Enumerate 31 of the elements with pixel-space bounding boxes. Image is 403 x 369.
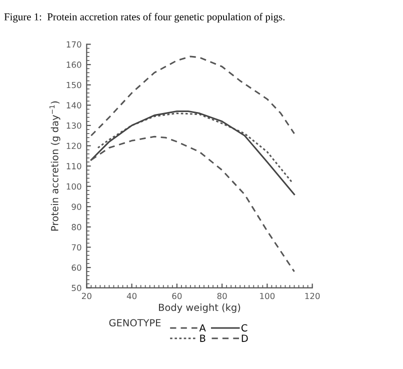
legend-label: B (200, 334, 206, 342)
y-tick-label: 70 (72, 244, 82, 251)
x-tick-label: 40 (126, 292, 137, 300)
y-tick-label: 120 (66, 142, 82, 150)
y-tick-label: 90 (72, 204, 82, 210)
line-series (90, 56, 296, 136)
y-tick-label: 160 (66, 62, 82, 68)
y-tick-label: 50 (72, 284, 82, 292)
legend-title: GENOTYPE (109, 319, 161, 326)
y-tick-label: 150 (66, 82, 82, 88)
chart-title: Figure 1: Protein accretion rates of four genetic population of pigs. (4, 12, 285, 22)
y-axis-title: Protein accretion (g day$^{−1}$) (50, 101, 60, 231)
y-tick-label: 130 (66, 122, 82, 129)
line-series (90, 110, 296, 196)
legend-label: C (241, 324, 248, 332)
legend-label: D (242, 334, 248, 342)
x-tick-label: 60 (172, 292, 182, 300)
x-tick-label: 80 (217, 292, 227, 300)
x-tick-label: 100 (260, 292, 275, 300)
y-tick-label: 60 (72, 264, 82, 271)
y-tick-label: 110 (66, 163, 82, 170)
y-tick-label: 140 (66, 102, 82, 108)
x-tick-label: 120 (305, 292, 320, 300)
y-tick-label: 170 (66, 41, 82, 48)
y-tick-label: 100 (66, 183, 82, 190)
x-tick-label: 20 (82, 292, 92, 300)
x-axis-title: Body weight (kg) (158, 304, 240, 313)
y-tick-label: 80 (72, 224, 82, 230)
legend-label: A (199, 324, 206, 332)
line-series (90, 136, 296, 272)
line-series (97, 112, 293, 184)
